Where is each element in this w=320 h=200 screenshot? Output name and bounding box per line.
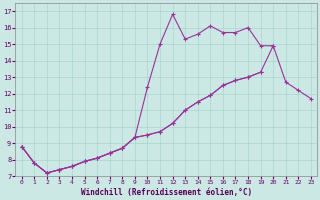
X-axis label: Windchill (Refroidissement éolien,°C): Windchill (Refroidissement éolien,°C) [81,188,252,197]
